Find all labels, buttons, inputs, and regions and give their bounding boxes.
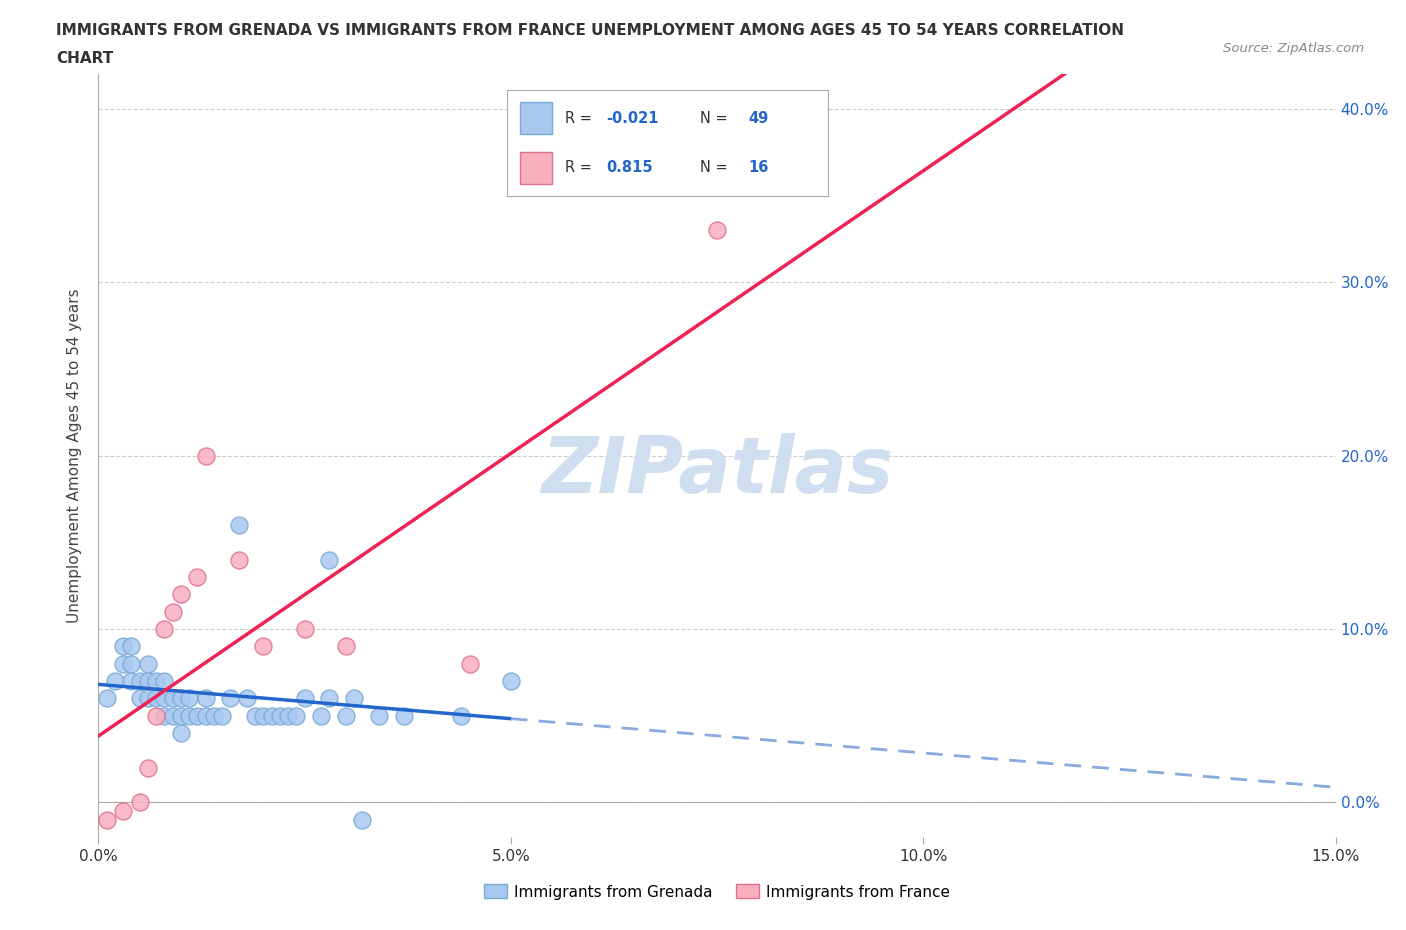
Point (145, 673, 167, 688)
Point (120, 639, 142, 654)
Point (252, 709, 274, 724)
Point (112, 639, 135, 654)
Point (706, 223, 728, 238)
Point (145, 691, 167, 706)
Point (252, 639, 274, 654)
Point (219, 691, 242, 706)
Point (145, 709, 167, 724)
Point (153, 621, 176, 636)
Point (392, 709, 415, 724)
Point (153, 709, 176, 724)
Point (309, 709, 332, 724)
Point (211, 709, 233, 724)
Point (170, 725, 193, 740)
Point (194, 448, 217, 463)
Point (120, 657, 142, 671)
Point (236, 691, 259, 706)
Point (269, 709, 291, 724)
Point (162, 604, 184, 619)
Text: CHART: CHART (56, 51, 114, 66)
Point (186, 709, 208, 724)
Point (243, 709, 266, 724)
Text: IMMIGRANTS FROM GRENADA VS IMMIGRANTS FROM FRANCE UNEMPLOYMENT AMONG AGES 45 TO : IMMIGRANTS FROM GRENADA VS IMMIGRANTS FR… (56, 23, 1125, 38)
Point (458, 657, 481, 671)
Point (162, 709, 184, 724)
Point (128, 795, 150, 810)
Point (153, 673, 176, 688)
Point (179, 691, 201, 706)
Point (260, 709, 283, 724)
Point (170, 691, 193, 706)
Text: Source: ZipAtlas.com: Source: ZipAtlas.com (1223, 42, 1364, 55)
Point (499, 673, 522, 688)
Point (112, 804, 135, 818)
Point (136, 760, 159, 775)
Point (194, 709, 217, 724)
Point (294, 691, 316, 706)
Point (170, 587, 193, 602)
Point (335, 639, 357, 654)
Point (136, 673, 159, 688)
Point (450, 709, 472, 724)
Point (285, 709, 308, 724)
Point (228, 552, 250, 567)
Point (153, 691, 176, 706)
Point (120, 673, 142, 688)
Point (104, 673, 127, 688)
Point (352, 812, 374, 827)
Point (112, 657, 135, 671)
Point (136, 657, 159, 671)
Point (128, 673, 150, 688)
Text: ZIPatlas: ZIPatlas (541, 433, 893, 509)
Legend: Immigrants from Grenada, Immigrants from France: Immigrants from Grenada, Immigrants from… (478, 878, 956, 906)
Point (277, 709, 299, 724)
Point (335, 709, 357, 724)
Point (194, 691, 217, 706)
Point (318, 691, 340, 706)
Point (186, 569, 208, 584)
Point (170, 709, 193, 724)
Point (96, 812, 118, 827)
Y-axis label: Unemployment Among Ages 45 to 54 years: Unemployment Among Ages 45 to 54 years (67, 288, 83, 623)
Point (162, 691, 184, 706)
Point (343, 691, 366, 706)
Point (228, 518, 250, 533)
Point (318, 552, 340, 567)
Point (136, 691, 159, 706)
Point (202, 709, 225, 724)
Point (294, 621, 316, 636)
Point (128, 691, 150, 706)
Point (179, 709, 201, 724)
Point (367, 709, 389, 724)
Point (96, 691, 118, 706)
